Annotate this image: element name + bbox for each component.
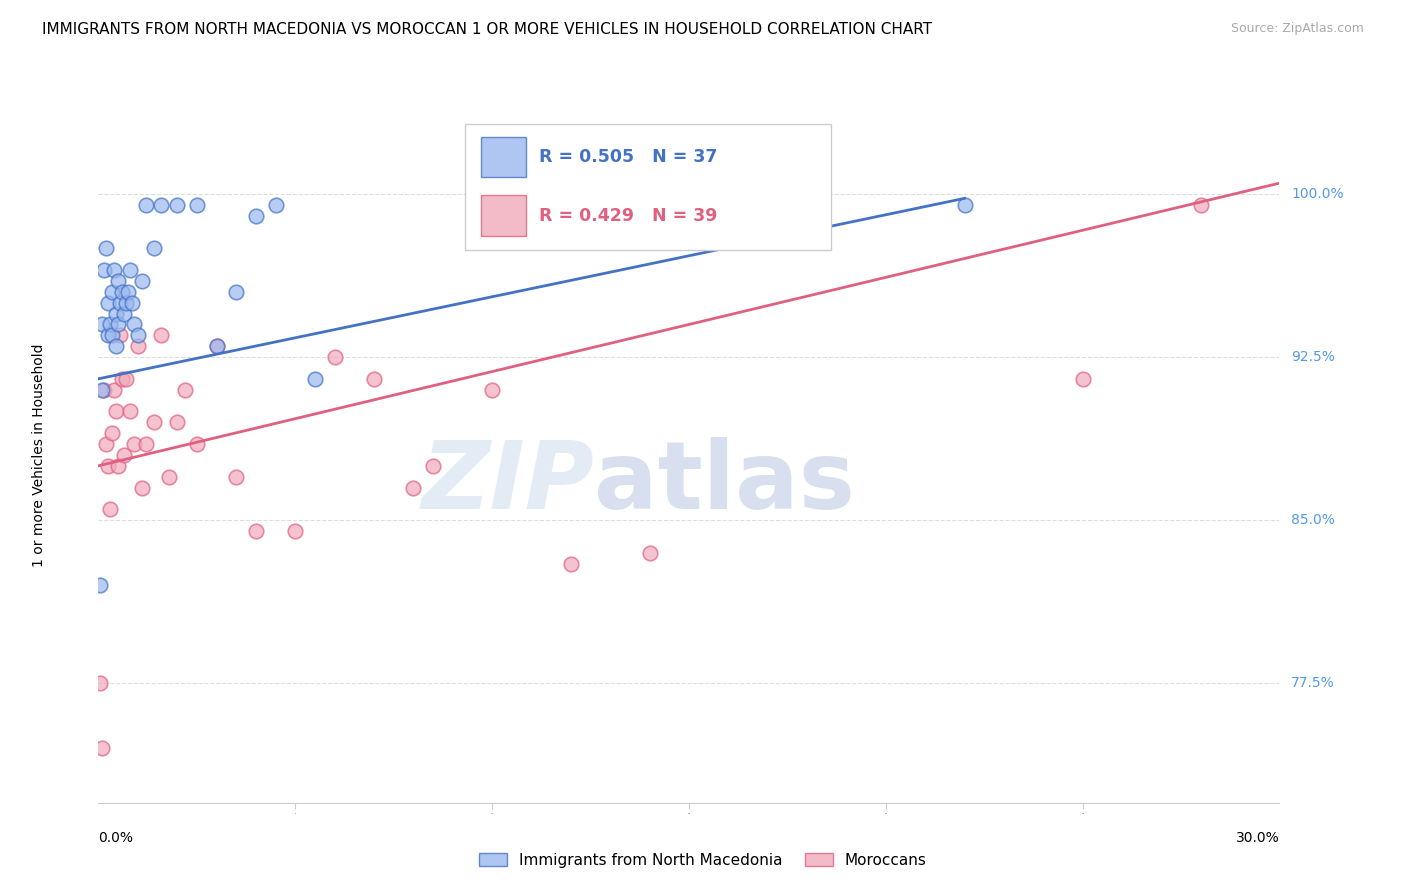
Point: [115, 295, 138, 310]
Text: 92.5%: 92.5%: [1291, 350, 1336, 364]
Point: [142, 415, 165, 429]
Text: 1 or more Vehicles in Household: 1 or more Vehicles in Household: [32, 343, 46, 566]
Point: [142, 241, 165, 255]
Point: [127, 328, 149, 343]
Point: [107, 458, 129, 473]
Legend: Immigrants from North Macedonia, Moroccans: Immigrants from North Macedonia, Morocca…: [471, 845, 935, 875]
Point: [89, 676, 111, 690]
Text: ZIP: ZIP: [422, 437, 595, 529]
Point: [101, 426, 124, 441]
Text: 0.0%: 0.0%: [98, 830, 134, 845]
Point: [105, 339, 128, 353]
Point: [108, 295, 131, 310]
Point: [205, 339, 228, 353]
Point: [245, 524, 267, 538]
Text: R = 0.505   N = 37: R = 0.505 N = 37: [538, 148, 717, 166]
Point: [97, 295, 120, 310]
Point: [174, 383, 197, 397]
Point: [91, 318, 114, 332]
Point: [122, 437, 145, 451]
FancyBboxPatch shape: [481, 137, 526, 178]
Point: [284, 524, 307, 538]
Point: [796, 198, 818, 212]
Point: [225, 469, 247, 483]
Point: [1189, 198, 1212, 212]
Text: 100.0%: 100.0%: [1291, 187, 1344, 201]
Point: [111, 372, 134, 386]
Point: [91, 741, 114, 756]
Point: [118, 404, 141, 418]
Point: [107, 274, 129, 288]
Point: [245, 209, 267, 223]
Point: [225, 285, 247, 299]
Point: [402, 481, 425, 495]
Point: [157, 469, 180, 483]
Point: [91, 383, 114, 397]
FancyBboxPatch shape: [464, 124, 831, 250]
Point: [97, 328, 120, 343]
Point: [117, 285, 139, 299]
Point: [105, 307, 128, 321]
Point: [422, 458, 444, 473]
Point: [131, 481, 153, 495]
Point: [135, 198, 157, 212]
Text: 85.0%: 85.0%: [1291, 513, 1336, 527]
Text: 30.0%: 30.0%: [1236, 830, 1279, 845]
Point: [264, 198, 287, 212]
Point: [560, 557, 582, 571]
Point: [103, 383, 125, 397]
Point: [304, 372, 326, 386]
Point: [131, 274, 153, 288]
Point: [111, 285, 134, 299]
Point: [89, 578, 111, 592]
Point: [103, 263, 125, 277]
Point: [323, 350, 346, 364]
Point: [121, 295, 143, 310]
Point: [96, 241, 118, 255]
Point: [150, 198, 173, 212]
Point: [205, 339, 228, 353]
Point: [638, 546, 661, 560]
Point: [186, 437, 208, 451]
Text: Source: ZipAtlas.com: Source: ZipAtlas.com: [1230, 22, 1364, 36]
Text: 77.5%: 77.5%: [1291, 676, 1336, 690]
Point: [107, 318, 129, 332]
Point: [108, 328, 131, 343]
Point: [97, 458, 120, 473]
Point: [135, 437, 157, 451]
Point: [118, 263, 141, 277]
Point: [363, 372, 385, 386]
Point: [481, 383, 503, 397]
FancyBboxPatch shape: [481, 195, 526, 235]
Point: [112, 448, 135, 462]
Text: R = 0.429   N = 39: R = 0.429 N = 39: [538, 207, 717, 225]
Point: [105, 404, 128, 418]
Point: [1071, 372, 1094, 386]
Point: [98, 318, 121, 332]
Point: [101, 328, 124, 343]
Point: [112, 307, 135, 321]
Point: [96, 437, 118, 451]
Point: [101, 285, 124, 299]
Point: [122, 318, 145, 332]
Point: [93, 383, 115, 397]
Point: [678, 198, 700, 212]
Text: IMMIGRANTS FROM NORTH MACEDONIA VS MOROCCAN 1 OR MORE VEHICLES IN HOUSEHOLD CORR: IMMIGRANTS FROM NORTH MACEDONIA VS MOROC…: [42, 22, 932, 37]
Point: [186, 198, 208, 212]
Point: [166, 198, 188, 212]
Point: [166, 415, 188, 429]
Point: [93, 263, 115, 277]
Point: [150, 328, 173, 343]
Point: [98, 502, 121, 516]
Text: atlas: atlas: [595, 437, 855, 529]
Point: [127, 339, 149, 353]
Point: [115, 372, 138, 386]
Point: [953, 198, 976, 212]
